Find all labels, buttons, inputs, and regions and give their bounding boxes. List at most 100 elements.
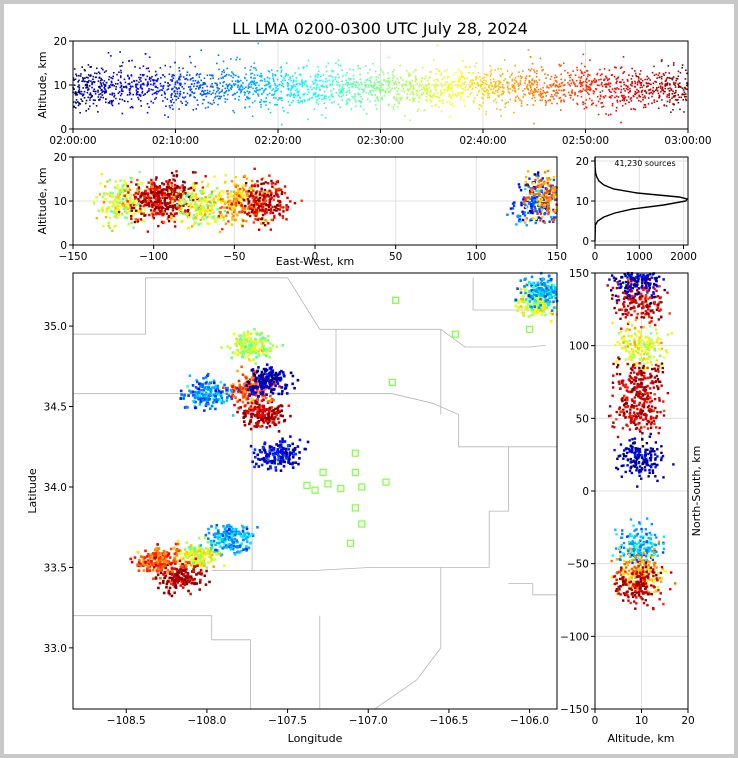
altitude-time-point <box>481 93 484 95</box>
altitude-time-point <box>364 84 366 87</box>
altitude-time-point <box>251 81 253 84</box>
plan-view-point <box>202 564 206 568</box>
altitude-time-point <box>545 77 547 79</box>
altitude-time-point <box>477 85 480 87</box>
altitude-time-point <box>77 91 80 93</box>
altitude-time-point <box>494 98 497 101</box>
altitude-time-point <box>321 98 323 101</box>
altitude-eastwest-point <box>167 185 171 189</box>
altitude-time-point <box>451 102 454 105</box>
altitude-time-point <box>101 79 103 81</box>
altitude-time-point <box>668 72 671 74</box>
altitude-time-point <box>658 96 660 99</box>
altitude-time-point <box>642 84 645 87</box>
altitude-time-point <box>425 86 428 88</box>
altitude-time-point <box>262 91 265 94</box>
county-border-line <box>472 277 546 311</box>
altitude-time-point <box>75 92 78 94</box>
altitude-time-point <box>674 86 677 88</box>
altitude-eastwest-point <box>125 198 128 201</box>
altitude-time-point <box>89 99 91 101</box>
altitude-eastwest-point <box>530 205 533 208</box>
altitude-time-point <box>253 62 256 64</box>
plan-view-point <box>195 573 198 576</box>
plan-view-point <box>182 580 186 584</box>
altitude-eastwest-point <box>127 191 130 194</box>
altitude-time-point <box>509 76 511 78</box>
altitude-time-point <box>363 90 366 92</box>
altitude-time-point <box>483 76 486 79</box>
altitude-time-point <box>484 82 487 85</box>
altitude-eastwest-point <box>133 212 136 216</box>
altitude-eastwest-point <box>247 189 251 193</box>
altitude-time-point <box>609 113 612 116</box>
altitude-eastwest-point <box>234 202 238 205</box>
altitude-eastwest-point <box>161 214 164 217</box>
plan-view-point <box>199 559 202 563</box>
altitude-time-point <box>600 102 602 104</box>
altitude-time-point <box>587 88 589 91</box>
altitude-time-point <box>374 104 377 106</box>
altitude-time-point <box>179 78 181 81</box>
altitude-time-point <box>589 83 591 86</box>
altitude-eastwest-point <box>522 196 526 199</box>
altitude-time-point <box>494 69 496 71</box>
altitude-time-point <box>460 96 463 99</box>
altitude-time-point <box>80 98 82 101</box>
altitude-eastwest-point <box>196 205 199 208</box>
altitude-time-point <box>558 97 561 100</box>
altitude-time-point <box>469 84 472 87</box>
altitude-time-point <box>669 99 671 101</box>
altitude-time-point <box>260 72 262 75</box>
plan-view-point <box>176 539 180 543</box>
altitude-time-point <box>221 85 224 87</box>
plan-view-point <box>185 580 188 584</box>
altitude-time-point <box>396 93 398 96</box>
altitude-eastwest-point <box>227 196 230 199</box>
altitude-time-point <box>514 90 517 92</box>
altitude-eastwest-point <box>524 187 527 191</box>
altitude-time-point <box>675 89 677 92</box>
altitude-eastwest-point <box>233 207 236 210</box>
altitude-time-xtick-label: 02:10:00 <box>152 135 199 147</box>
altitude-time-point <box>374 100 377 102</box>
plan-view-point <box>190 576 193 580</box>
altitude-eastwest-point <box>518 214 522 218</box>
altitude-time-point <box>599 74 602 77</box>
altitude-time-point <box>558 89 560 91</box>
altitude-time-point <box>657 92 660 95</box>
altitude-time-point <box>196 85 198 88</box>
altitude-eastwest-point <box>543 221 547 224</box>
altitude-eastwest-point <box>136 178 139 182</box>
altitude-time-point <box>667 87 670 90</box>
altitude-eastwest-point <box>528 197 532 201</box>
altitude-time-point <box>196 82 199 84</box>
plan-view-point <box>200 564 203 567</box>
altitude-time-point <box>181 96 184 99</box>
altitude-eastwest-point <box>269 203 272 207</box>
altitude-time-point <box>169 66 172 68</box>
altitude-time-point <box>306 85 309 88</box>
altitude-time-point <box>453 81 456 83</box>
altitude-eastwest-point <box>280 188 283 192</box>
altitude-time-point <box>531 97 534 100</box>
altitude-time-point <box>128 60 130 62</box>
altitude-time-point <box>450 88 453 90</box>
altitude-time-point <box>108 76 111 78</box>
altitude-eastwest-point <box>124 207 128 210</box>
altitude-time-point <box>281 82 284 85</box>
altitude-time-point <box>584 80 587 83</box>
plan-view-point <box>165 585 168 589</box>
altitude-eastwest-point <box>535 174 538 177</box>
plan-view-point <box>161 565 165 568</box>
altitude-time-point <box>387 56 390 59</box>
altitude-eastwest-point <box>257 228 261 231</box>
altitude-time-point <box>678 85 681 88</box>
altitude-time-point <box>162 87 164 90</box>
altitude-time-point <box>455 71 457 74</box>
altitude-time-point <box>352 69 355 71</box>
altitude-time-point <box>251 115 254 118</box>
altitude-time-point <box>411 79 414 82</box>
altitude-time-point <box>672 64 675 66</box>
altitude-time-point <box>103 84 106 86</box>
